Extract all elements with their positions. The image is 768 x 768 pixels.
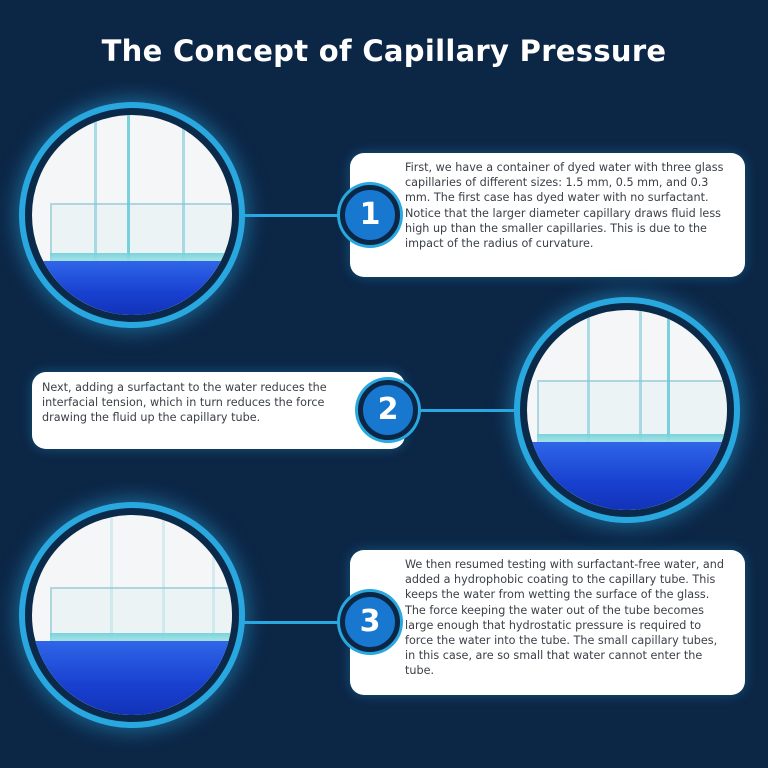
step-2-badge: 2 <box>358 380 418 440</box>
step-3-badge: 3 <box>340 592 400 652</box>
connector-line <box>230 214 350 217</box>
step-2-card: Next, adding a surfactant to the water r… <box>32 372 405 449</box>
capillary-photo-2 <box>520 303 734 517</box>
step-2-text: Next, adding a surfactant to the water r… <box>42 381 327 425</box>
step-1-text: First, we have a container of dyed water… <box>405 161 724 251</box>
step-3-text: We then resumed testing with surfactant-… <box>405 558 724 678</box>
step-1-card: First, we have a container of dyed water… <box>350 153 745 277</box>
capillary-photo-1 <box>25 108 239 322</box>
page-title: The Concept of Capillary Pressure <box>101 34 667 68</box>
capillary-photo-3 <box>25 508 239 722</box>
step-1-badge: 1 <box>340 185 400 245</box>
connector-line <box>405 409 525 412</box>
connector-line <box>230 621 350 624</box>
step-3-card: We then resumed testing with surfactant-… <box>350 550 745 695</box>
